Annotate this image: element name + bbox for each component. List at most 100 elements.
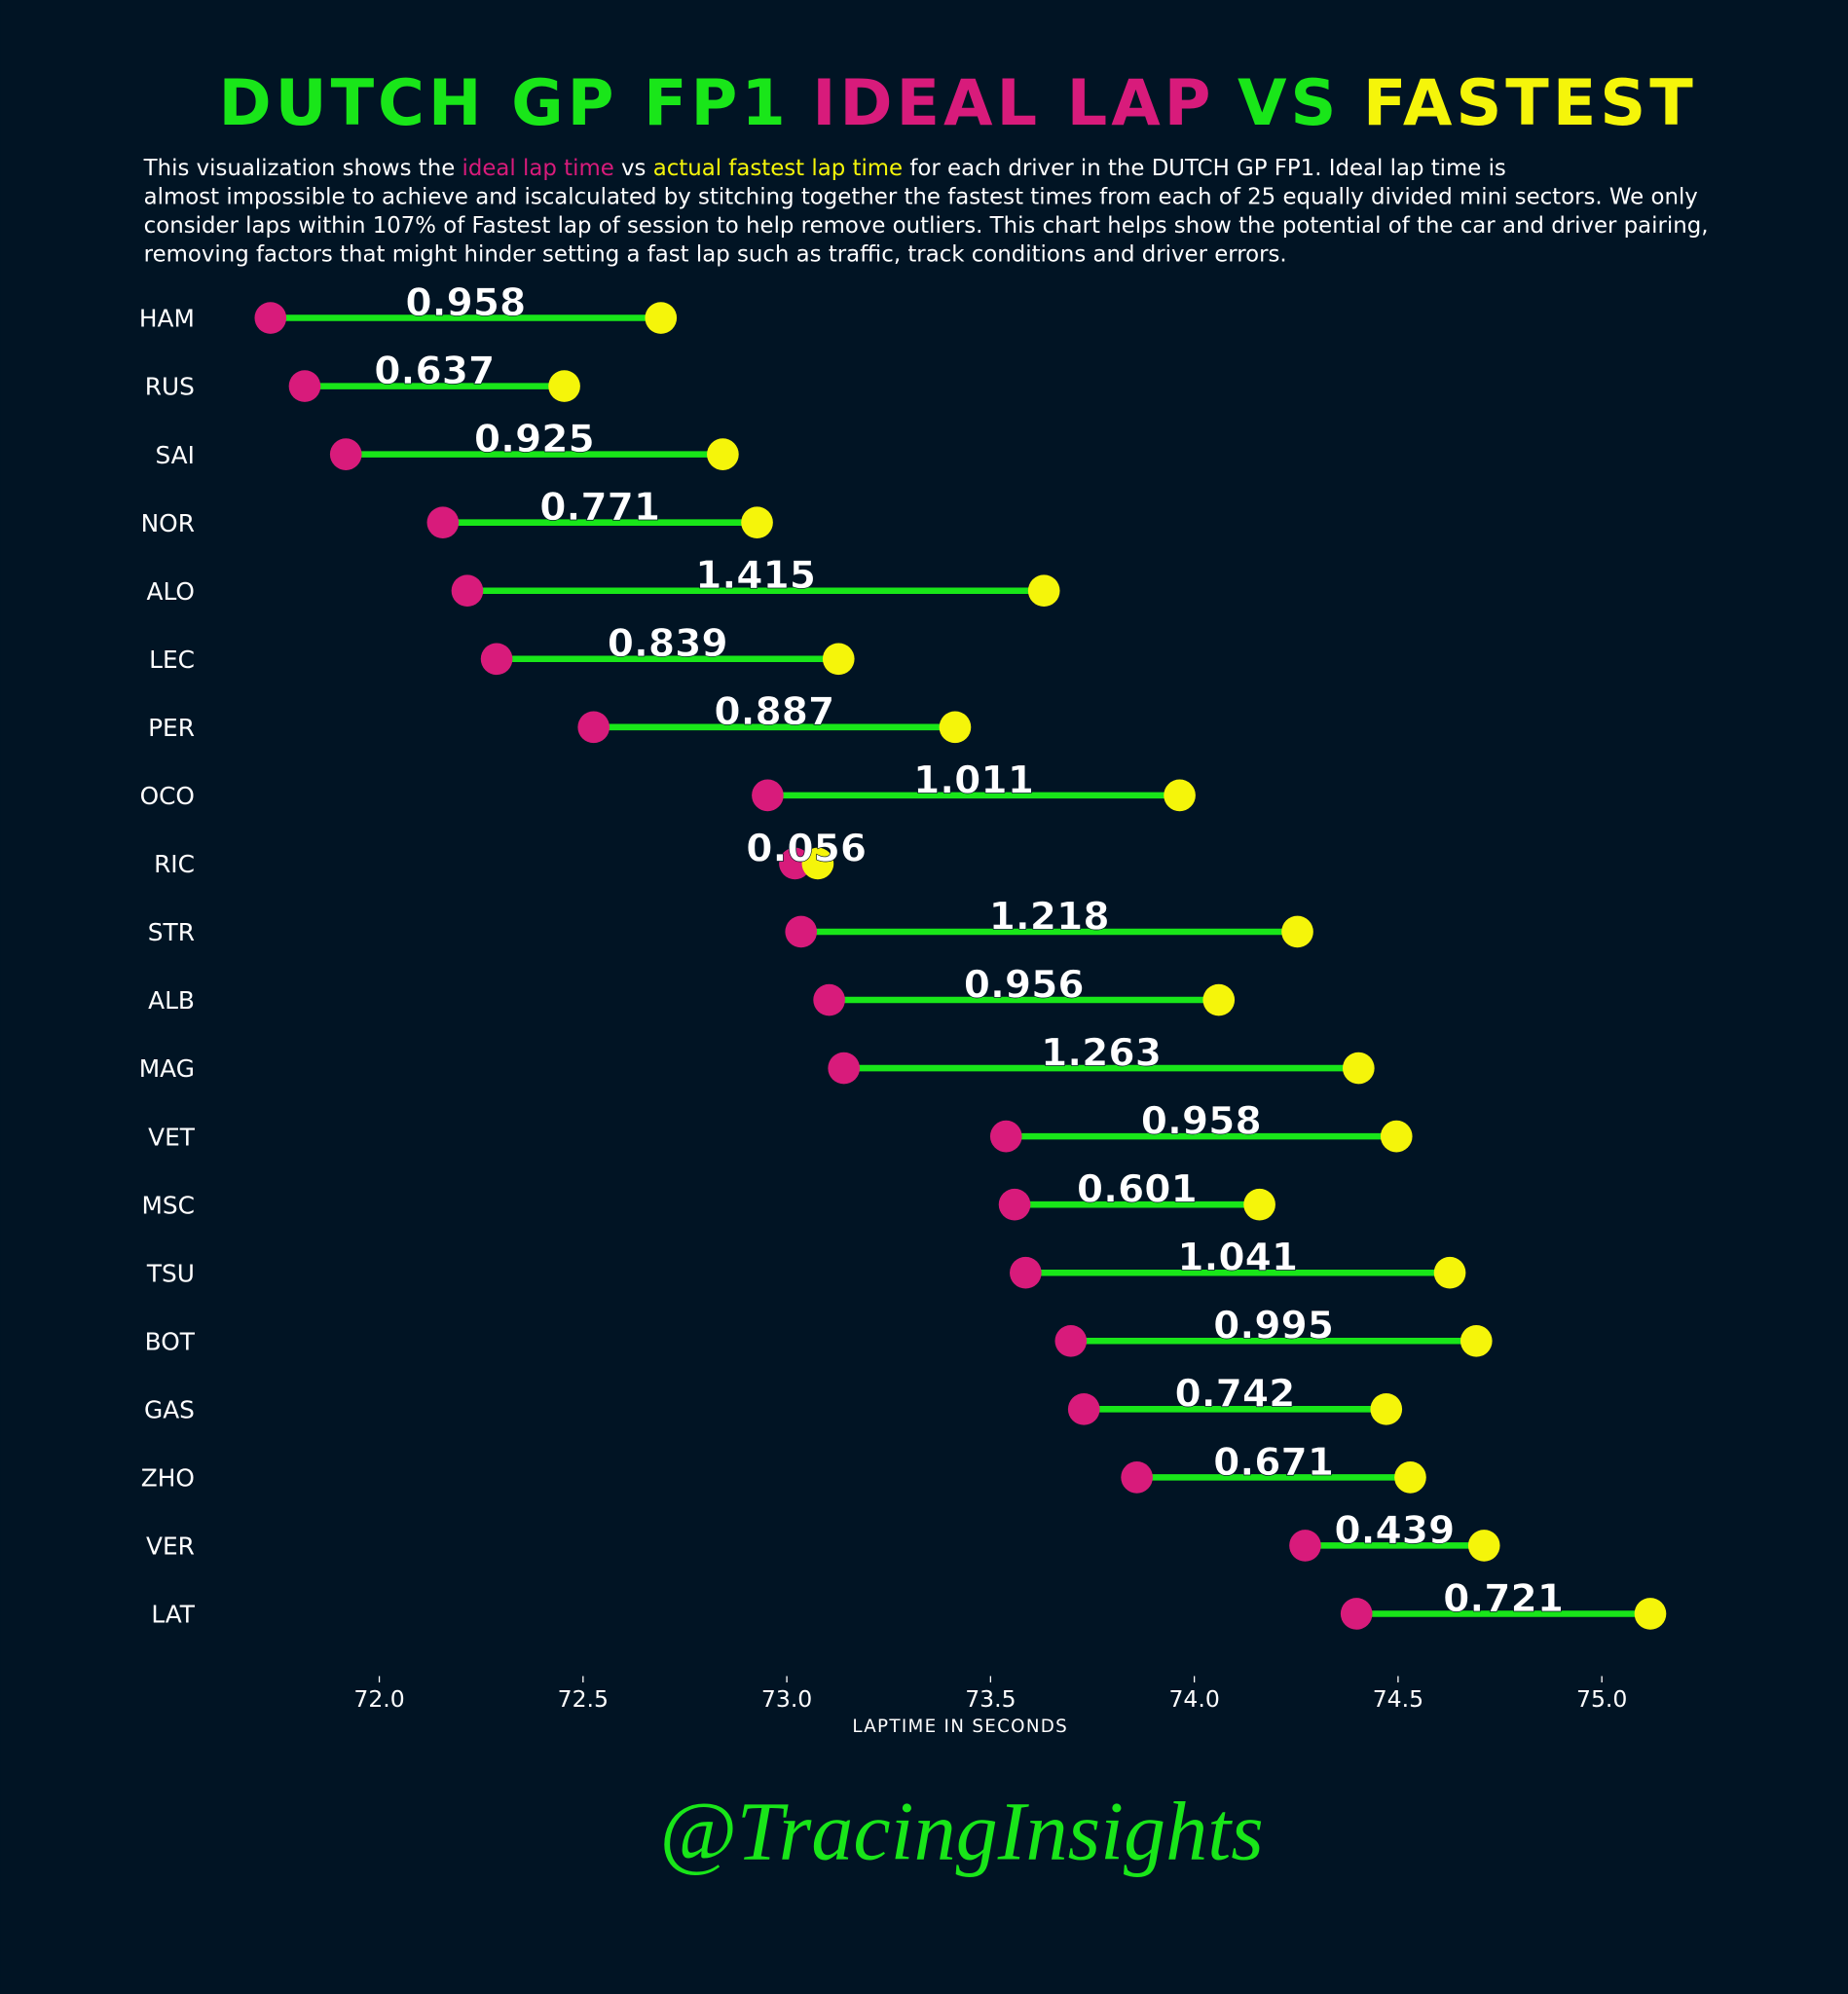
subtitle-part: removing factors that might hinder setti… (144, 241, 1287, 267)
dot (741, 506, 773, 539)
x-tick-label: 73.0 (761, 1685, 812, 1713)
subtitle-part: vs (614, 156, 653, 181)
footer: @TracingInsights (659, 1785, 1263, 1878)
dot (1289, 1530, 1321, 1562)
y-tick-label: ZHO (141, 1464, 195, 1493)
subtitle-part: almost impossible to achieve and iscalcu… (144, 185, 1698, 210)
dot (801, 847, 834, 880)
x-tick-label: 73.5 (965, 1685, 1016, 1713)
dot (828, 1052, 861, 1085)
difference-label: 0.839 (608, 622, 728, 666)
dot (451, 574, 484, 608)
subtitle-part: This visualization shows the (143, 156, 462, 181)
subtitle-line: consider laps within 107% of Fastest lap… (144, 213, 1709, 239)
dot (779, 847, 811, 880)
y-tick-label: TSU (146, 1259, 195, 1287)
y-tick-label: VER (146, 1532, 195, 1561)
difference-label: 0.958 (405, 281, 526, 325)
difference-label: 0.601 (1077, 1168, 1198, 1212)
dot (1342, 1052, 1375, 1085)
subtitle-part: ideal lap time (462, 156, 614, 181)
y-tick-label: NOR (141, 509, 195, 537)
y-tick-label: MSC (141, 1191, 194, 1219)
subtitle-line: This visualization shows the ideal lap t… (143, 156, 1506, 181)
difference-label: 0.742 (1175, 1373, 1296, 1417)
x-tick-label: 74.5 (1373, 1685, 1423, 1713)
y-tick-label: VET (148, 1123, 196, 1151)
dot (939, 711, 972, 744)
dot (329, 438, 362, 470)
difference-label: 0.056 (746, 827, 867, 870)
y-tick-label: GAS (144, 1395, 195, 1423)
y-tick-label: RIC (154, 850, 195, 878)
subtitle-part: consider laps within 107% of Fastest lap… (144, 213, 1709, 239)
dot (288, 370, 321, 402)
dot (707, 438, 739, 470)
difference-label: 0.671 (1213, 1441, 1334, 1485)
x-tick-label: 75.0 (1576, 1685, 1627, 1713)
dot (254, 302, 287, 334)
y-tick-label: RUS (145, 373, 195, 401)
y-tick-label: PER (148, 714, 195, 742)
dot (577, 711, 610, 744)
y-tick-label: STR (148, 918, 195, 946)
difference-label: 0.439 (1334, 1509, 1455, 1553)
dot (1380, 1120, 1413, 1153)
dot (1010, 1256, 1042, 1289)
difference-label: 1.415 (695, 554, 816, 598)
dot (1394, 1461, 1426, 1494)
difference-label: 0.637 (374, 350, 495, 393)
dot (752, 779, 784, 812)
dot (989, 1120, 1022, 1153)
subtitle: This visualization shows the ideal lap t… (143, 156, 1709, 267)
x-tick-label: 72.5 (558, 1685, 609, 1713)
dot (1243, 1188, 1275, 1221)
subtitle-part: actual fastest lap time (653, 156, 903, 181)
dot (998, 1188, 1031, 1221)
y-tick-label: SAI (155, 441, 194, 469)
difference-label: 0.721 (1443, 1577, 1564, 1621)
difference-label: 0.958 (1141, 1100, 1262, 1144)
difference-label: 0.995 (1213, 1305, 1334, 1348)
difference-label: 0.956 (964, 963, 1085, 1007)
title-part: FASTEST (1363, 66, 1697, 140)
difference-label: 0.887 (714, 690, 834, 734)
y-tick-label: OCO (140, 782, 195, 810)
dot (1054, 1324, 1088, 1357)
dot (785, 915, 818, 948)
y-tick-label: ALB (148, 986, 195, 1015)
dot (822, 643, 855, 676)
dot (426, 506, 460, 539)
dot (480, 643, 513, 676)
x-tick-label: 72.0 (353, 1685, 404, 1713)
y-tick-label: ALO (147, 577, 195, 606)
dot (1370, 1392, 1403, 1425)
subtitle-line: almost impossible to achieve and iscalcu… (144, 185, 1698, 210)
dot (548, 370, 580, 402)
dot (1164, 779, 1196, 812)
difference-label: 1.011 (913, 758, 1034, 802)
dot (1467, 1530, 1500, 1562)
dot (1634, 1598, 1667, 1630)
difference-label: 1.218 (989, 895, 1110, 939)
x-axis-label: LAPTIME IN SECONDS (852, 1717, 1068, 1737)
dot (1202, 983, 1236, 1016)
dot (645, 302, 678, 334)
y-tick-label: HAM (139, 305, 195, 333)
difference-label: 1.263 (1041, 1031, 1162, 1075)
chart-title: DUTCH GP FP1 IDEAL LAP VS FASTEST (219, 66, 1697, 140)
x-tick-label: 74.0 (1168, 1685, 1219, 1713)
y-tick-label: LAT (151, 1601, 195, 1629)
subtitle-line: removing factors that might hinder setti… (144, 241, 1287, 267)
y-tick-label: BOT (145, 1327, 196, 1355)
dot (1281, 915, 1313, 948)
title-part: VS (1238, 66, 1340, 140)
difference-label: 0.771 (539, 486, 660, 530)
dot (813, 983, 845, 1016)
subtitle-part: for each driver in the DUTCH GP FP1. Ide… (903, 156, 1506, 181)
title-part: DUTCH GP FP1 (219, 66, 790, 140)
dot (1067, 1392, 1100, 1425)
y-tick-label: MAG (139, 1054, 195, 1083)
dot (1340, 1598, 1373, 1630)
